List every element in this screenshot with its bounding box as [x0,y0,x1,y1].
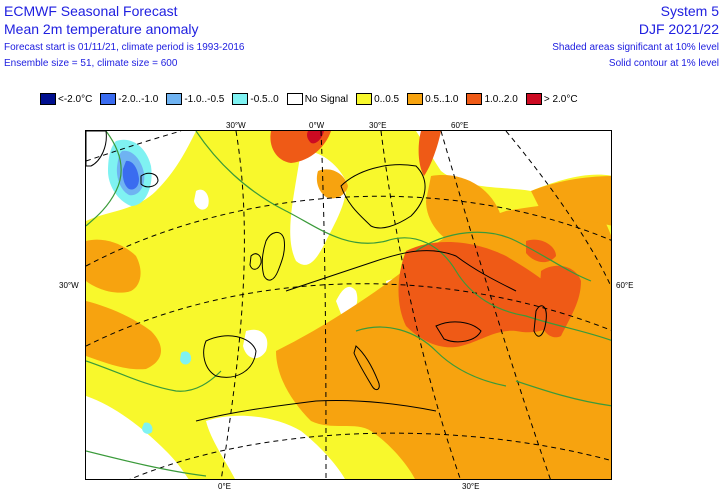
tick-label-top-60e: 60°E [451,121,469,130]
map-title: ECMWF Seasonal Forecast [4,3,178,19]
contour-line [86,450,207,477]
legend-label: No Signal [304,93,349,105]
legend-label: > 2.0°C [543,93,578,105]
field-neg-0.5-0 [142,422,153,434]
legend-swatch [232,93,249,105]
coastline-ireland [249,253,262,270]
tick-label-bottom-0e: 0°E [218,482,231,491]
legend-swatch [356,93,373,105]
coastline-british-isles [261,232,285,281]
coastline-caspian [533,305,547,337]
legend-swatch [100,93,117,105]
legend-label: -0.5..0 [250,93,279,105]
no-signal-area [206,415,345,479]
significance-contours [86,131,611,477]
legend-swatch [166,93,183,105]
coastline-med-south [195,399,437,422]
coastline-mainland [285,250,517,292]
contour-line [86,360,222,392]
field-0.5-1.0 [86,239,141,293]
legend-swatch [525,93,542,105]
forecast-start-info: Forecast start is 01/11/21, climate peri… [4,42,245,53]
legend-item: 0..0.5 [356,93,399,105]
tick-label-bottom-30e: 30°E [462,482,480,491]
legend-label: 1.0..2.0 [484,93,518,105]
coastline-italy [353,345,380,391]
system-label: System 5 [660,3,719,19]
contour-line [86,131,122,227]
legend-label: 0.5..1.0 [425,93,459,105]
no-signal-area [86,396,189,479]
no-signal-area [194,189,209,210]
graticule-line [129,432,611,479]
legend-swatch [466,93,483,105]
season-label: DJF 2021/22 [638,21,719,37]
field-neg-0.5-0 [180,351,192,365]
coastline-iberia [203,335,257,378]
legend-swatch [407,93,424,105]
contour-note: Solid contour at 1% level [608,58,719,69]
legend-swatch [286,93,303,105]
contour-line [415,231,592,282]
field-neg-2.0-neg-1.0 [122,160,139,190]
field-1.0-2.0 [418,131,441,176]
legend-label: 0..0.5 [374,93,400,105]
legend-item: -2.0..-1.0 [100,93,158,105]
no-signal-area [416,131,611,191]
legend-label: <-2.0°C [58,93,93,105]
legend-label: -2.0..-1.0 [118,93,159,105]
coastline-black-sea [435,321,482,343]
legend-item: -1.0..-0.5 [166,93,224,105]
anomaly-map [86,131,611,479]
graticule-line [86,283,611,347]
legend-label: -1.0..-0.5 [184,93,225,105]
field-gt-2.0 [307,131,324,144]
graticule-line [440,131,551,479]
field-1.0-2.0 [526,239,556,263]
graticule-line [505,131,611,288]
graticule [86,131,611,479]
legend-item: <-2.0°C [40,93,92,105]
legend-swatch [40,93,56,105]
legend-item: 0.5..1.0 [407,93,458,105]
legend-item: -0.5..0 [232,93,279,105]
coastline-iceland [140,172,159,188]
field-0.5-1.0 [316,169,348,199]
tick-label-left-30w: 30°W [59,281,79,290]
contour-line [355,326,507,387]
map-panel [85,130,612,480]
map-subtitle: Mean 2m temperature anomaly [4,21,199,37]
legend-item: > 2.0°C [525,93,578,105]
coastlines [86,131,547,422]
significance-note: Shaded areas significant at 10% level [552,42,719,53]
no-signal-area [243,329,268,359]
tick-label-right-60e: 60°E [616,281,634,290]
graticule-line [86,195,611,267]
coastline-greenland [86,131,107,167]
legend-item: No Signal [286,93,349,105]
tick-label-top-30e: 30°E [369,121,387,130]
field-0.5-1.0 [86,301,162,370]
coastline-scandinavia [340,164,426,229]
legend-item: 1.0..2.0 [466,93,518,105]
graticule-line [320,131,327,479]
tick-label-top-30w: 30°W [226,121,246,130]
contour-line [195,131,611,341]
field-0.5-1.0 [426,175,501,246]
tick-label-top-0e: 0°W [309,121,325,130]
ensemble-size-info: Ensemble size = 51, climate size = 600 [4,58,178,69]
graticule-line [220,131,245,479]
field-1.0-2.0 [538,265,581,338]
color-legend: <-2.0°C -2.0..-1.0 -1.0..-0.5 -0.5..0 No… [40,92,586,106]
graticule-line [380,131,461,479]
contour-line [515,380,611,407]
graticule-line [86,131,182,162]
